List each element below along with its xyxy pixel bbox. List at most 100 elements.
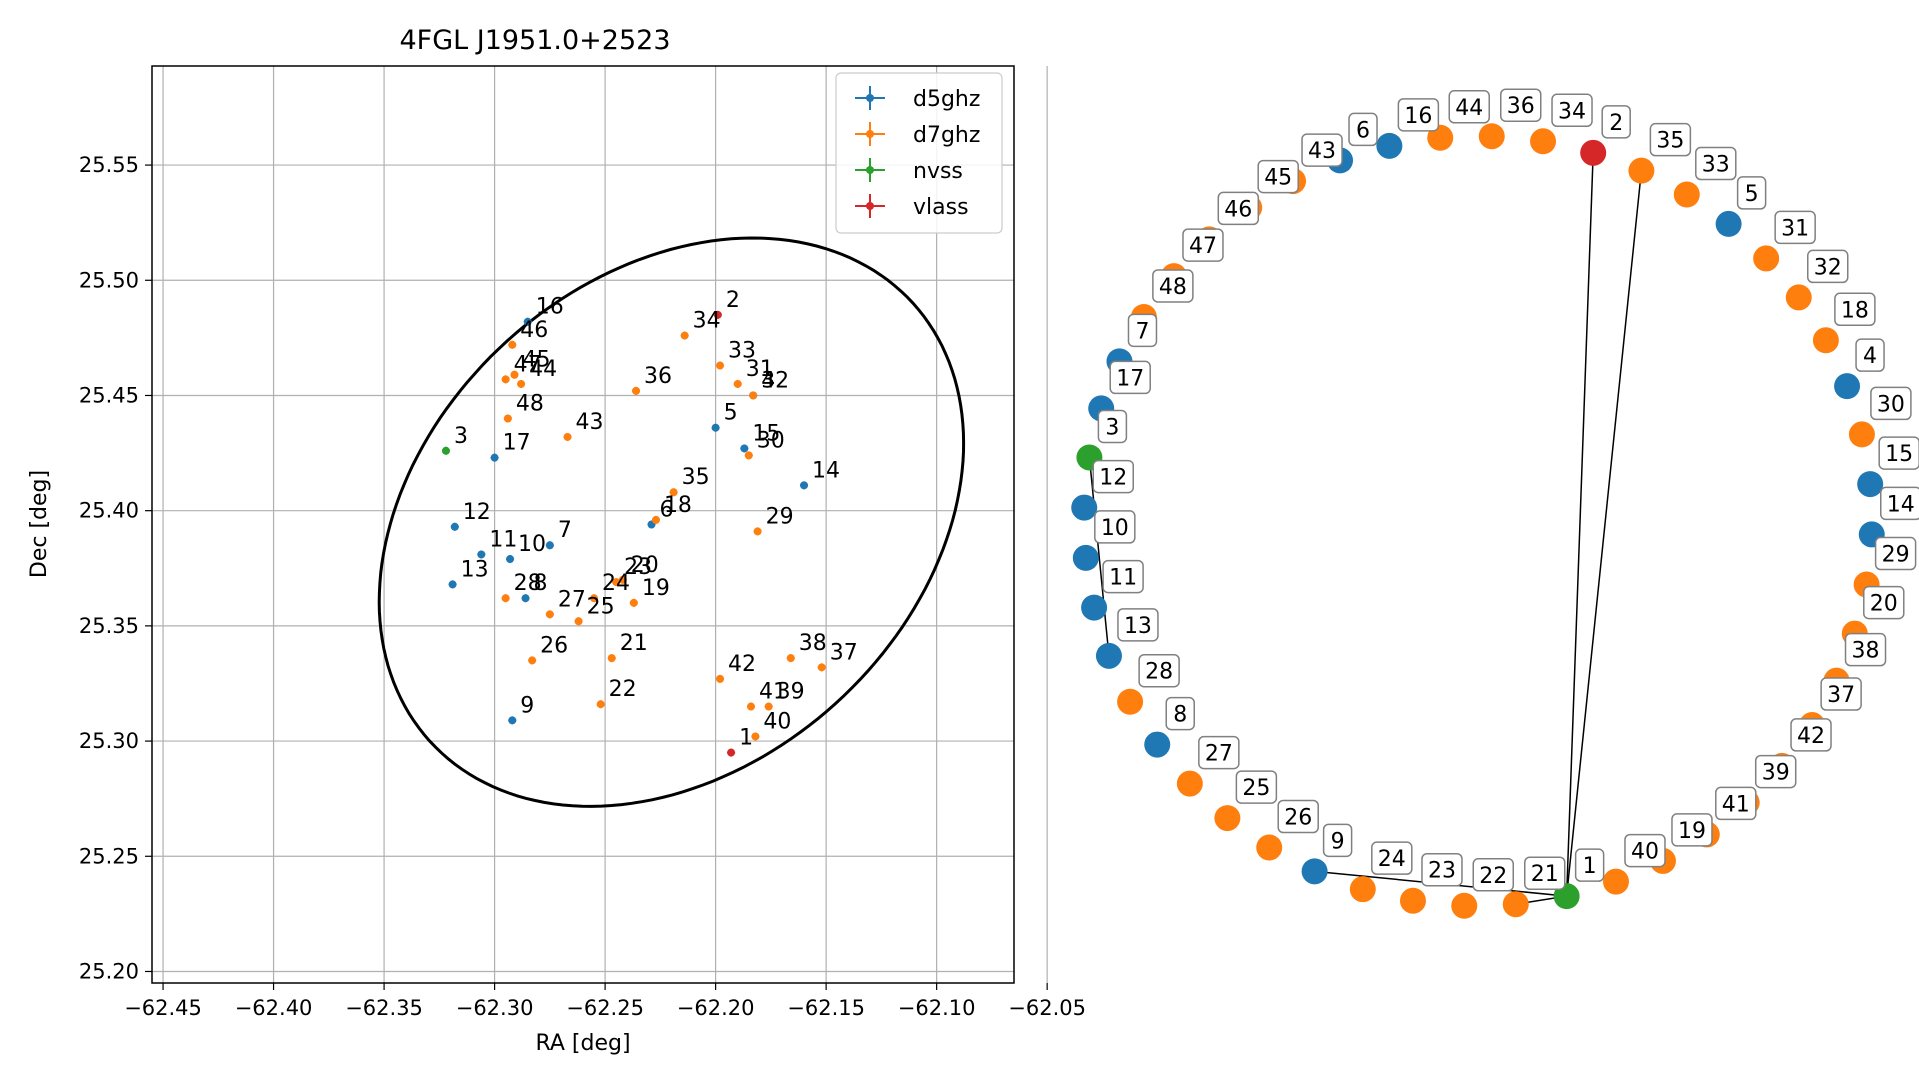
source-point [545, 541, 554, 550]
legend-item-d5ghz: d5ghz [855, 86, 980, 112]
label-text: 46 [1224, 197, 1252, 222]
point-label: 16 [536, 295, 564, 320]
graph-node-label: 37 [1820, 677, 1862, 711]
label-text: 19 [1678, 819, 1706, 844]
label-text: 16 [1404, 104, 1432, 129]
label-box [1102, 559, 1144, 594]
point-label: 39 [777, 680, 805, 705]
graph-node-label: 46 [1217, 191, 1260, 226]
graph-node [1785, 284, 1812, 311]
source-point [508, 716, 517, 725]
source-point [441, 446, 450, 455]
y-tick-label: 25.35 [79, 614, 139, 638]
label-box [1448, 90, 1490, 124]
graph-node-label: 35 [1649, 122, 1692, 157]
point-label: 34 [693, 309, 721, 334]
point-marker [523, 317, 532, 326]
label-text: 13 [1124, 614, 1152, 639]
point-label: 10 [518, 532, 546, 557]
point-label: 20 [631, 553, 659, 578]
label-text: 2 [1609, 111, 1623, 136]
point-marker [740, 444, 749, 453]
source-point [751, 732, 760, 741]
source-point [716, 361, 725, 370]
point-label: 23 [624, 555, 652, 580]
source-point [501, 594, 510, 603]
point-marker [786, 654, 795, 663]
source-point [501, 375, 510, 384]
point-label: 18 [664, 493, 692, 518]
point-marker [746, 702, 755, 711]
label-box [1109, 360, 1151, 395]
point-marker [448, 580, 457, 589]
label-box [1649, 122, 1692, 157]
label-text: 45 [1264, 166, 1292, 191]
source-point [517, 379, 526, 388]
point-marker [508, 340, 517, 349]
x-tick: −62.25 [566, 983, 644, 1020]
point-label: 37 [830, 640, 858, 665]
label-box [1524, 856, 1566, 890]
graph-node-label: 18 [1834, 292, 1876, 327]
point-marker [753, 527, 762, 536]
graph-node [1376, 132, 1403, 159]
point-marker [545, 610, 554, 619]
point-label: 8 [534, 571, 548, 596]
point-marker [711, 423, 720, 432]
point-label: 11 [489, 527, 517, 552]
point-label: 6 [660, 498, 674, 523]
graph-node-label: 27 [1198, 735, 1240, 770]
source-point [727, 748, 736, 757]
label-box [1878, 436, 1919, 470]
graph-node-label: 3 [1097, 409, 1128, 444]
point-label: 7 [558, 518, 572, 543]
graph-node-label: 28 [1138, 653, 1180, 688]
label-text: 31 [1781, 216, 1809, 241]
point-marker [632, 386, 641, 395]
graph-node [1214, 805, 1241, 832]
point-marker [612, 578, 621, 587]
point-marker [510, 370, 519, 379]
label-box [1097, 409, 1128, 444]
source-point [680, 331, 689, 340]
label-text: 15 [1885, 442, 1913, 467]
point-label: 40 [763, 709, 791, 734]
source-point [450, 522, 459, 531]
source-point [545, 610, 554, 619]
point-marker [503, 414, 512, 423]
source-point [618, 575, 627, 584]
label-box [1715, 786, 1757, 821]
label-box [1774, 210, 1816, 245]
graph-node-label: 33 [1695, 146, 1737, 181]
graph-node-label: 44 [1448, 90, 1490, 124]
point-label: 24 [602, 571, 630, 596]
x-tick: −62.30 [456, 983, 533, 1020]
graph-node [1256, 834, 1283, 861]
point-label: 1 [739, 726, 753, 751]
label-box [1863, 585, 1905, 620]
point-label: 9 [520, 693, 534, 718]
label-text: 35 [1656, 129, 1684, 154]
point-label: 2 [726, 288, 740, 313]
point-label: 17 [503, 431, 531, 456]
point-marker [607, 654, 616, 663]
source-point [711, 423, 720, 432]
graph-node-label: 16 [1397, 98, 1440, 132]
label-text: 20 [1870, 592, 1898, 617]
source-point [528, 656, 537, 665]
point-label: 36 [644, 364, 672, 389]
label-text: 8 [1173, 703, 1187, 728]
source-point [753, 527, 762, 536]
point-label: 4 [761, 368, 775, 393]
graph-node [1628, 157, 1655, 184]
label-box [1874, 536, 1917, 571]
label-text: 17 [1116, 366, 1144, 391]
source-point [523, 317, 532, 326]
graph-node-label: 20 [1863, 585, 1905, 620]
y-tick: 25.40 [79, 499, 152, 523]
label-box [1322, 823, 1353, 858]
source-point [817, 663, 826, 672]
point-marker [716, 674, 725, 683]
x-tick: −62.40 [235, 983, 312, 1020]
